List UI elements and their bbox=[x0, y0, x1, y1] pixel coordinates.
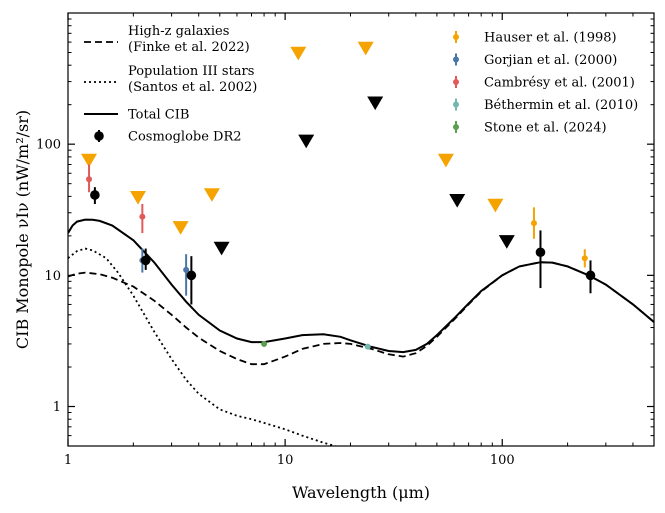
legend-datasets: Hauser et al. (1998) Gorjian et al. (2000… bbox=[453, 31, 638, 136]
legend-label: Total CIB bbox=[128, 108, 189, 123]
data-point bbox=[186, 270, 197, 281]
x-axis-label: Wavelength (μm) bbox=[292, 483, 430, 502]
x-tick-label: 10 bbox=[277, 453, 294, 468]
y-tick-label: 10 bbox=[44, 269, 61, 284]
upper-limit-marker bbox=[130, 191, 146, 205]
upper-limit-marker bbox=[203, 188, 220, 202]
legend-dataset-marker bbox=[453, 34, 459, 40]
upper-limit-marker bbox=[213, 241, 230, 256]
upper-limit-marker bbox=[437, 153, 454, 168]
legend-label-citation: (Santos et al. 2002) bbox=[128, 80, 257, 95]
data-point bbox=[86, 176, 93, 183]
x-tick-label: 100 bbox=[490, 453, 515, 468]
data-point bbox=[139, 213, 146, 220]
data-point bbox=[261, 340, 268, 347]
legend-models: High-z galaxies(Finke et al. 2022) Popula… bbox=[84, 24, 257, 145]
upper-limit-marker bbox=[298, 134, 315, 149]
upper-limit-marker bbox=[172, 221, 189, 235]
data-point bbox=[581, 255, 588, 262]
model-curves bbox=[68, 218, 654, 446]
curve-dashed bbox=[68, 261, 654, 366]
legend-dataset-label: Cambrésy et al. (2001) bbox=[484, 76, 635, 91]
y-axis-label: CIB Monopole νIν (nW/m²/sr) bbox=[13, 110, 32, 349]
axis-ticks: 1 10 100 1 10 100 bbox=[36, 13, 655, 468]
legend-dataset-marker bbox=[453, 56, 459, 63]
upper-limit-marker bbox=[357, 41, 374, 56]
upper-limit-marker bbox=[449, 194, 466, 208]
legend-dataset-label: Stone et al. (2024) bbox=[484, 121, 607, 136]
upper-limit-marker bbox=[498, 235, 515, 249]
legend-label: High-z galaxies bbox=[128, 24, 229, 39]
y-tick-label: 1 bbox=[53, 400, 61, 415]
upper-limit-markers bbox=[81, 41, 515, 256]
upper-limit-marker bbox=[81, 153, 97, 168]
legend-dataset-marker bbox=[453, 79, 459, 85]
data-point bbox=[364, 343, 371, 350]
y-tick-label: 100 bbox=[36, 138, 61, 153]
curve-dotted bbox=[68, 247, 336, 446]
x-tick-label: 1 bbox=[64, 453, 72, 468]
legend-label: Population III stars bbox=[128, 64, 254, 79]
legend-dataset-label: Béthermin et al. (2010) bbox=[484, 98, 638, 113]
upper-limit-marker bbox=[487, 198, 504, 213]
data-point bbox=[90, 190, 100, 200]
upper-limit-marker bbox=[290, 46, 307, 61]
legend-dataset-marker bbox=[453, 101, 459, 108]
legend-dataset-label: Gorjian et al. (2000) bbox=[484, 53, 617, 68]
plot-frame bbox=[67, 12, 655, 447]
upper-limit-marker bbox=[367, 96, 384, 111]
legend-label: Cosmoglobe DR2 bbox=[128, 130, 242, 145]
legend-label-citation: (Finke et al. 2022) bbox=[128, 40, 250, 55]
legend-dataset-label: Hauser et al. (1998) bbox=[484, 31, 617, 46]
data-point bbox=[140, 255, 151, 266]
data-point bbox=[183, 266, 190, 273]
legend-cosmoglobe-marker bbox=[94, 131, 104, 141]
curve-solid bbox=[68, 218, 654, 354]
measurement-points bbox=[86, 164, 596, 350]
data-point bbox=[535, 247, 546, 258]
data-point bbox=[530, 220, 537, 227]
legend-dataset-marker bbox=[453, 124, 459, 130]
data-point bbox=[585, 270, 596, 281]
